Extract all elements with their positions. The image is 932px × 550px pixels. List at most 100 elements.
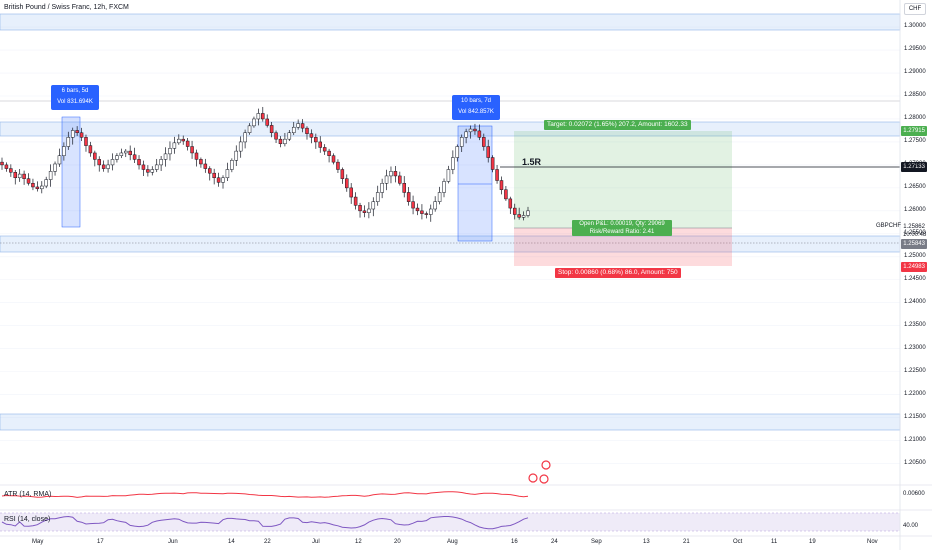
candle-body [327, 150, 331, 156]
candle-body [353, 196, 358, 206]
candle-body [521, 215, 526, 218]
candle-body [437, 192, 442, 202]
candle-body [66, 137, 71, 147]
candle-body [526, 210, 530, 216]
alert-icon [528, 473, 538, 483]
pnl-box[interactable]: Open P&L: 0.00019, Qty: 29069 Risk/Rewar… [572, 220, 672, 236]
rsi-label[interactable]: RSI (14, close) [4, 516, 51, 523]
time-axis-label: Nov [867, 539, 878, 545]
time-axis-label: 14 [228, 539, 235, 545]
candle-body [278, 138, 283, 145]
alert-icons[interactable] [528, 460, 551, 484]
symbol-title[interactable]: British Pound / Swiss Franc, 12h, FXCM [4, 4, 129, 11]
candle-body [4, 164, 9, 169]
price-axis-label: 1.22000 [904, 390, 926, 397]
candle-body [486, 146, 490, 158]
atr-value: 0.00600 [903, 491, 925, 497]
candle-body [48, 171, 53, 180]
price-axis-label: 1.26500 [904, 183, 926, 190]
zones-layer [0, 13, 901, 431]
target-zone [514, 131, 732, 228]
currency-button[interactable]: CHF [904, 3, 926, 15]
grid-lines [0, 26, 900, 464]
candle-body [207, 168, 212, 174]
price-axis-label: 1.28000 [904, 114, 926, 121]
candle-body [53, 163, 57, 172]
candle-body [375, 192, 380, 202]
candle-body [243, 132, 247, 143]
candle-body [194, 152, 199, 160]
candle-body [468, 128, 473, 133]
candle-body [433, 201, 437, 210]
candle-body [163, 153, 168, 160]
candle-body [331, 155, 336, 163]
price-axis-label: 1.24000 [904, 298, 926, 305]
zone-resistance [0, 121, 901, 137]
candle-body [97, 159, 101, 166]
price-axis-label: 1.26000 [904, 206, 926, 213]
candle-body [411, 201, 415, 209]
time-axis-label: Sep [591, 539, 602, 545]
candle-body [305, 127, 309, 134]
stop-label[interactable]: Stop: 0.00860 (0.68%) 86.0, Amount: 750 [555, 268, 681, 278]
range-stat-box-1: 6 bars, 5d Vol 831.694K [51, 85, 99, 110]
candle-body [406, 192, 411, 202]
candle-body [362, 210, 367, 213]
candle-body [230, 160, 234, 170]
price-axis-label: 1.21500 [904, 413, 926, 420]
price-axis-label: 1.23000 [904, 344, 926, 351]
time-axis-label: 19 [809, 539, 816, 545]
time-axis-label: 20 [394, 539, 401, 545]
time-axis-label: 22 [264, 539, 271, 545]
time-axis-label: May [32, 539, 44, 545]
candle-body [35, 186, 40, 190]
atr-label[interactable]: ATR (14, RMA) [4, 491, 52, 498]
target-label[interactable]: Target: 0.02072 (1.65%) 207.2, Amount: 1… [544, 120, 691, 130]
price-axis-label: 1.29500 [904, 46, 926, 53]
candle-body [384, 175, 389, 184]
zone-support [0, 235, 901, 253]
candle-body [84, 137, 88, 146]
last-price-tag: 1.25862 [903, 224, 925, 230]
candle-body [393, 171, 398, 177]
candle-body [181, 138, 185, 142]
price-axis-label: 1.23500 [904, 321, 926, 328]
candle-body [40, 185, 44, 190]
candle-body [269, 125, 274, 133]
candle-body [124, 150, 128, 154]
price-axis-label: 1.20500 [904, 459, 926, 466]
r-level-price-tag: 1.27133 [901, 162, 927, 172]
candle-body [424, 213, 429, 215]
candle-body [185, 140, 190, 147]
candle-body [420, 210, 424, 214]
time-axis-label: 21 [683, 539, 690, 545]
candle-body [216, 177, 221, 183]
candle-body [291, 126, 296, 133]
candle-body [349, 187, 353, 198]
price-axis-label: 1.25000 [904, 252, 926, 259]
candle-body [110, 159, 115, 166]
candle-body [221, 177, 225, 183]
zone-top [0, 13, 901, 31]
price-axis-label: 1.28500 [904, 91, 926, 98]
time-axis-label: 12 [355, 539, 362, 545]
candle-body [115, 155, 119, 160]
price-axis-label: 1.29000 [904, 69, 926, 76]
candle-body [296, 123, 300, 128]
candle-body [256, 113, 261, 120]
candle-body [340, 169, 345, 179]
candle-body [70, 130, 75, 138]
candle-body [31, 183, 35, 188]
price-axis-label: 1.27500 [904, 137, 926, 144]
alert-icon [539, 474, 549, 484]
candle-body [128, 150, 132, 156]
atr-pane [0, 484, 932, 498]
stop-price-tag: 1.24983 [901, 262, 927, 272]
time-axis-label: 16 [511, 539, 518, 545]
candle-body [150, 169, 155, 173]
range-box-2 [457, 125, 493, 242]
candle-body [389, 171, 393, 177]
candle-body [159, 159, 163, 166]
